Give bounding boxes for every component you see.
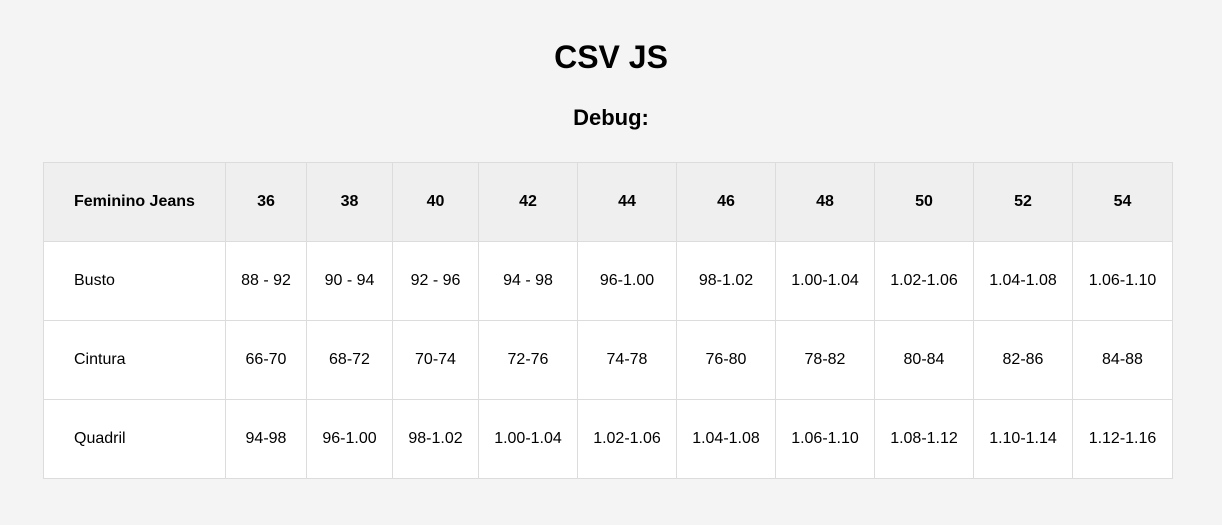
row-label: Busto xyxy=(43,241,226,321)
table-cell: 98-1.02 xyxy=(676,241,776,321)
table-cell: 1.08-1.12 xyxy=(874,399,974,479)
table-row: Cintura 66-70 68-72 70-74 72-76 74-78 76… xyxy=(43,320,1173,400)
table-cell: 68-72 xyxy=(306,320,393,400)
table-row: Busto 88 - 92 90 - 94 92 - 96 94 - 98 96… xyxy=(43,241,1173,321)
size-table: Feminino Jeans 36 38 40 42 44 46 48 50 5… xyxy=(43,162,1173,479)
row-label: Cintura xyxy=(43,320,226,400)
table-cell: 90 - 94 xyxy=(306,241,393,321)
table-cell: 1.12-1.16 xyxy=(1072,399,1173,479)
header-cell-size: 38 xyxy=(306,162,393,242)
table-cell: 80-84 xyxy=(874,320,974,400)
table-cell: 92 - 96 xyxy=(392,241,479,321)
table-cell: 1.02-1.06 xyxy=(577,399,677,479)
table-header: Feminino Jeans 36 38 40 42 44 46 48 50 5… xyxy=(43,162,1173,242)
page-title: CSV JS xyxy=(554,39,668,75)
header-cell-size: 44 xyxy=(577,162,677,242)
header-cell-size: 50 xyxy=(874,162,974,242)
table-cell: 1.00-1.04 xyxy=(478,399,578,479)
header-cell-size: 54 xyxy=(1072,162,1173,242)
table-cell: 74-78 xyxy=(577,320,677,400)
header-cell-size: 40 xyxy=(392,162,479,242)
table-cell: 98-1.02 xyxy=(392,399,479,479)
table-cell: 1.10-1.14 xyxy=(973,399,1073,479)
table-cell: 96-1.00 xyxy=(577,241,677,321)
table-cell: 88 - 92 xyxy=(225,241,307,321)
table-cell: 96-1.00 xyxy=(306,399,393,479)
row-label: Quadril xyxy=(43,399,226,479)
header-cell-category: Feminino Jeans xyxy=(43,162,226,242)
table-cell: 1.04-1.08 xyxy=(676,399,776,479)
debug-label: Debug: xyxy=(573,105,649,130)
header-cell-size: 42 xyxy=(478,162,578,242)
header-row: Feminino Jeans 36 38 40 42 44 46 48 50 5… xyxy=(43,162,1173,242)
table-cell: 84-88 xyxy=(1072,320,1173,400)
table-cell: 70-74 xyxy=(392,320,479,400)
table-cell: 1.00-1.04 xyxy=(775,241,875,321)
table-cell: 1.06-1.10 xyxy=(775,399,875,479)
header-cell-size: 52 xyxy=(973,162,1073,242)
header-cell-size: 36 xyxy=(225,162,307,242)
header-cell-size: 48 xyxy=(775,162,875,242)
table-cell: 72-76 xyxy=(478,320,578,400)
table-cell: 1.04-1.08 xyxy=(973,241,1073,321)
table-cell: 82-86 xyxy=(973,320,1073,400)
table-cell: 94 - 98 xyxy=(478,241,578,321)
size-table-container: Feminino Jeans 36 38 40 42 44 46 48 50 5… xyxy=(43,162,1173,479)
table-cell: 1.02-1.06 xyxy=(874,241,974,321)
header-cell-size: 46 xyxy=(676,162,776,242)
table-cell: 78-82 xyxy=(775,320,875,400)
table-cell: 1.06-1.10 xyxy=(1072,241,1173,321)
table-row: Quadril 94-98 96-1.00 98-1.02 1.00-1.04 … xyxy=(43,399,1173,479)
table-cell: 76-80 xyxy=(676,320,776,400)
table-cell: 94-98 xyxy=(225,399,307,479)
table-body: Busto 88 - 92 90 - 94 92 - 96 94 - 98 96… xyxy=(43,241,1173,479)
table-cell: 66-70 xyxy=(225,320,307,400)
